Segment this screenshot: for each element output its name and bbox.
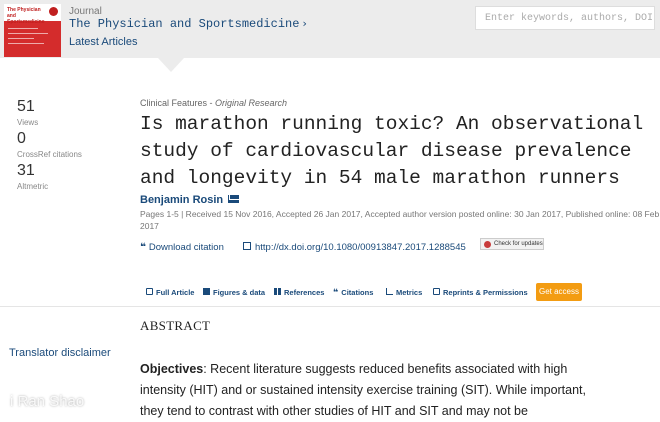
journal-name-link[interactable]: The Physician and Sportsmedicine › [69,17,307,31]
doi-text: http://dx.doi.org/10.1080/00913847.2017.… [255,242,466,253]
abstract-heading: ABSTRACT [140,318,211,333]
watermark: i Ran Shao [10,393,85,410]
journal-cover-image[interactable]: The Physician and Sportsmedicine [4,4,61,57]
tab-citations[interactable]: ❝ Citations [333,288,373,298]
header-notch [158,58,184,72]
author-name: Benjamin Rosin [140,194,224,206]
check-for-updates-button[interactable]: Check for updates [480,238,544,250]
translator-disclaimer-link[interactable]: Translator disclaimer [9,347,111,359]
author-link[interactable]: Benjamin Rosin [140,194,240,206]
views-label: Views [17,118,39,127]
tab-references-label: References [284,288,325,297]
divider [0,306,660,307]
tab-metrics[interactable]: Metrics [386,288,422,297]
document-icon [146,288,153,295]
chevron-right-icon: › [302,17,307,30]
get-access-button[interactable]: Get access [536,283,582,301]
check-updates-text: Check for updates [494,241,543,247]
journal-name-text: The Physician and Sportsmedicine [69,17,300,31]
download-citation-link[interactable]: ❝ Download citation [140,242,224,253]
search-input[interactable]: Enter keywords, authors, DOI etc. [475,6,655,30]
views-count: 51 [17,98,35,115]
objectives-text: : Recent literature suggests reduced ben… [140,362,587,418]
tab-full-article[interactable]: Full Article [146,288,194,297]
external-link-icon [243,242,251,250]
altmetric-count[interactable]: 31 [17,162,35,179]
journal-header: The Physician and Sportsmedicine Journal… [0,0,660,58]
publication-dates: Pages 1-5 | Received 15 Nov 2016, Accept… [140,209,660,231]
article-title: Is marathon running toxic? An observatio… [140,113,644,189]
tab-reprints-label: Reprints & Permissions [443,288,528,297]
quote-icon: ❝ [333,288,339,298]
crossref-count: 0 [17,130,26,147]
email-icon[interactable] [228,195,240,203]
crossref-label: CrossRef citations [17,150,82,159]
abstract-paragraph: Objectives: Recent literature suggests r… [140,359,590,422]
tab-citations-label: Citations [341,288,374,297]
objectives-label: Objectives [140,362,204,376]
quote-icon: ❝ [140,242,146,253]
tab-reprints-permissions[interactable]: Reprints & Permissions [433,288,528,297]
book-icon [274,288,281,295]
tab-figures-label: Figures & data [213,288,266,297]
journal-label: Journal [69,6,102,17]
tab-metrics-label: Metrics [396,288,423,297]
tab-full-article-label: Full Article [156,288,195,297]
download-citation-text: Download citation [148,242,224,253]
printer-icon [433,288,440,295]
crossmark-icon [484,241,491,248]
category-text: Clinical Features - [140,98,216,108]
bar-chart-icon [386,288,393,295]
article-type: Original Research [215,98,288,108]
latest-articles-link[interactable]: Latest Articles [69,36,138,48]
article-category: Clinical Features - Original Research [140,98,287,108]
image-icon [203,288,210,295]
tab-figures-data[interactable]: Figures & data [203,288,265,297]
tab-references[interactable]: References [274,288,324,297]
doi-link[interactable]: http://dx.doi.org/10.1080/00913847.2017.… [243,242,466,253]
altmetric-label: Altmetric [17,182,49,191]
